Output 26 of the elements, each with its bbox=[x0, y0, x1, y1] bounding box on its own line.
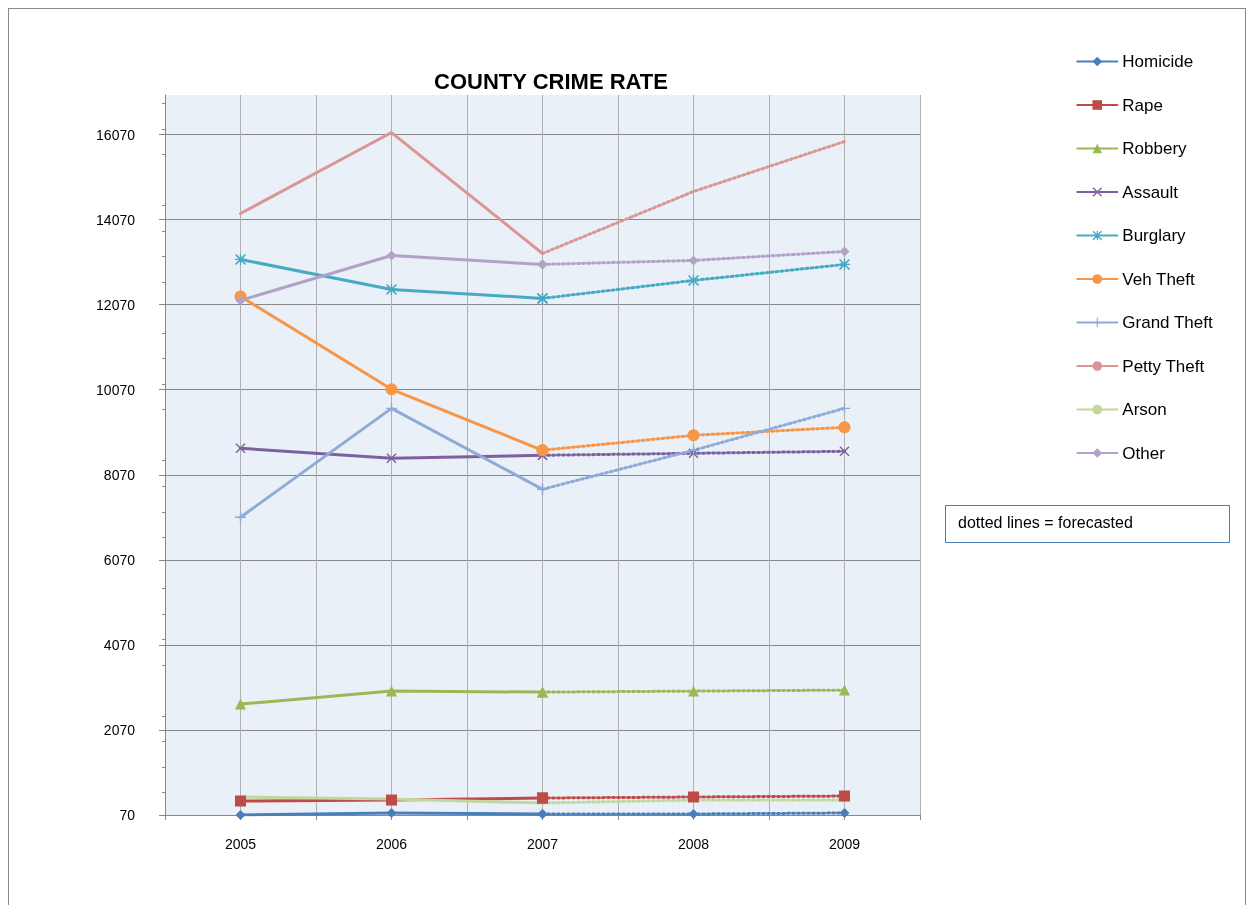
y-tick-label: 16070 bbox=[96, 126, 136, 143]
x-tick-label: 2005 bbox=[224, 836, 257, 852]
y-tick-label: 2070 bbox=[103, 721, 136, 738]
legend-label: Other bbox=[1122, 443, 1166, 463]
text: dotted lines = forecasted bbox=[945, 505, 1230, 543]
y-tick-label: 8070 bbox=[103, 466, 136, 483]
legend-label: Veh Theft bbox=[1122, 269, 1196, 289]
legend-label: Burglary bbox=[1122, 226, 1187, 245]
legend-label: Assault bbox=[1122, 182, 1179, 202]
x-tick-label: 2007 bbox=[526, 836, 559, 852]
y-tick-label: 10070 bbox=[96, 381, 136, 398]
y-tick-label: 14070 bbox=[96, 211, 136, 228]
x-tick-label: 2009 bbox=[828, 836, 861, 852]
x-tick-label: 2006 bbox=[375, 836, 408, 852]
x-tick-label: 2008 bbox=[677, 836, 710, 852]
legend-label: Rape bbox=[1122, 95, 1163, 115]
chart-title: COUNTY CRIME RATE bbox=[434, 68, 668, 94]
y-tick-label: 70 bbox=[119, 807, 136, 823]
legend-label: Homicide bbox=[1122, 52, 1194, 71]
legend-label: Petty Theft bbox=[1122, 356, 1205, 376]
y-tick-label: 4070 bbox=[103, 636, 136, 653]
y-tick-label: 6070 bbox=[103, 551, 136, 568]
legend-label: Robbery bbox=[1122, 139, 1188, 158]
legend-label: Grand Theft bbox=[1122, 313, 1213, 332]
legend-label: Arson bbox=[1122, 400, 1167, 419]
y-tick-label: 12070 bbox=[96, 296, 136, 313]
